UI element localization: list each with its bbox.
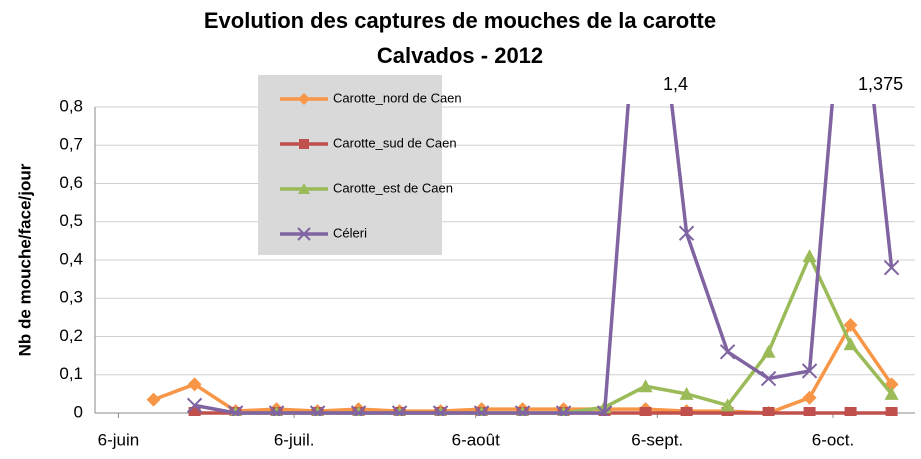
marker xyxy=(679,386,694,400)
marker xyxy=(391,405,408,416)
chart-subtitle: Calvados - 2012 xyxy=(377,43,543,68)
marker xyxy=(678,225,695,241)
x-tick-label: 6-oct. xyxy=(812,430,855,449)
marker xyxy=(186,397,203,414)
marker xyxy=(760,370,777,387)
y-tick-label: 0,1 xyxy=(59,364,83,383)
y-tick-label: 0,5 xyxy=(59,211,83,230)
y-tick-label: 0,2 xyxy=(59,326,83,345)
marker xyxy=(187,377,202,392)
marker xyxy=(298,183,310,194)
marker xyxy=(844,407,857,416)
plot-area xyxy=(146,104,900,416)
marker xyxy=(843,337,858,351)
marker xyxy=(146,392,161,407)
marker xyxy=(762,407,775,416)
series-line xyxy=(152,323,894,415)
legend-label: Carotte_nord de Caen xyxy=(333,90,462,105)
marker xyxy=(639,407,652,416)
marker xyxy=(803,407,816,416)
marker xyxy=(309,405,326,416)
marker xyxy=(843,318,858,333)
marker xyxy=(721,407,734,416)
y-tick-label: 0,3 xyxy=(59,288,83,307)
marker xyxy=(596,405,613,416)
marker xyxy=(514,405,531,416)
marker xyxy=(350,405,367,416)
chart-title: Evolution des captures de mouches de la … xyxy=(204,8,716,33)
y-axis-label: Nb de mouche/face/jour xyxy=(15,163,34,356)
marker xyxy=(883,259,900,276)
marker xyxy=(761,344,776,358)
marker xyxy=(555,405,572,416)
series-line xyxy=(235,254,893,415)
legend-box xyxy=(258,75,442,255)
x-tick-label: 6-août xyxy=(452,430,500,449)
labels: 1,4 1,375 xyxy=(663,74,903,94)
series-line xyxy=(194,104,894,415)
legend-label: Carotte_est de Caen xyxy=(333,180,453,195)
marker xyxy=(227,405,244,416)
marker xyxy=(473,405,490,416)
y-tick-label: 0,6 xyxy=(59,173,83,192)
y-tick-label: 0,4 xyxy=(59,249,83,268)
marker xyxy=(802,390,817,405)
marker xyxy=(188,407,201,416)
marker xyxy=(801,363,818,379)
legend-label: Céleri xyxy=(333,225,367,240)
grid: 0 0,1 0,2 0,3 0,4 0,5 0,6 0,7 0,8 6-juin 6-juil. 6-… xyxy=(59,96,915,449)
marker xyxy=(885,407,898,416)
marker xyxy=(432,405,449,416)
marker xyxy=(719,344,736,360)
y-tick-label: 0 xyxy=(74,402,83,421)
data-label: 1,375 xyxy=(858,74,903,94)
legend-label: Carotte_sud de Caen xyxy=(333,135,457,150)
marker xyxy=(720,398,735,412)
marker xyxy=(299,139,309,149)
marker xyxy=(802,249,817,263)
marker xyxy=(297,227,311,241)
x-tick-label: 6-sept. xyxy=(631,430,683,449)
x-tick-label: 6-juil. xyxy=(274,430,315,449)
marker xyxy=(680,407,693,416)
x-tick-label: 6-juin xyxy=(98,430,140,449)
legend: Carotte_nord de Caen Carotte_sud de Caen C… xyxy=(258,75,462,255)
y-tick-label: 0,7 xyxy=(59,135,83,154)
marker xyxy=(884,386,899,400)
data-label: 1,4 xyxy=(663,74,688,94)
marker xyxy=(298,93,310,105)
marker xyxy=(638,379,653,393)
marker xyxy=(268,405,285,416)
y-tick-label: 0,8 xyxy=(59,96,83,115)
